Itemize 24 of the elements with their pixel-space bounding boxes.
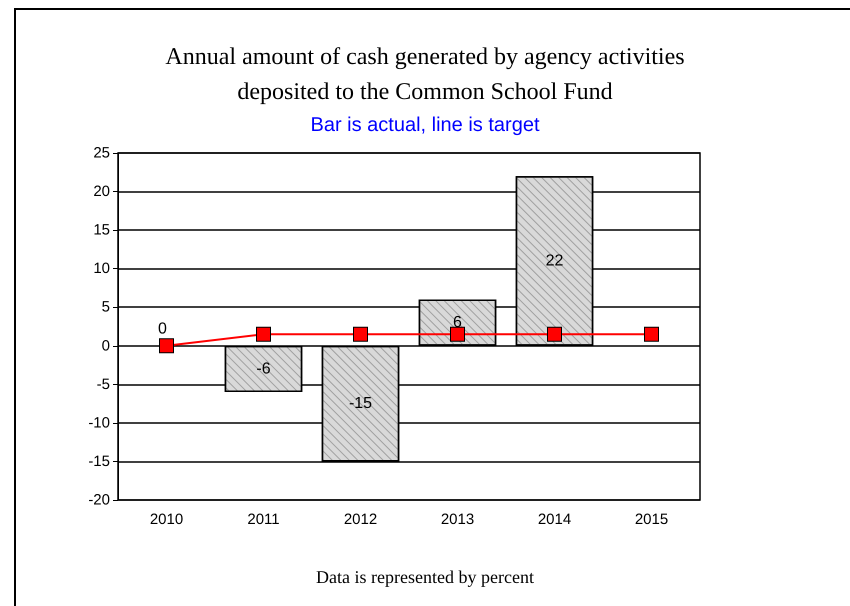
chart-subtitle: Bar is actual, line is target <box>310 114 540 136</box>
data-label: 0 <box>158 320 168 338</box>
y-tick-label: -10 <box>88 414 110 432</box>
text: Data is represented by percent <box>316 567 534 587</box>
data-label: 6 <box>453 314 462 332</box>
x-tick-label: 2013 <box>440 511 474 528</box>
y-tick-label: 20 <box>93 183 110 200</box>
y-tick-label: 15 <box>93 222 110 239</box>
chart-title: Annual amount of cash generated by agency activities deposited to the Common School Fund <box>165 44 685 105</box>
data-label: 22 <box>546 252 564 270</box>
y-tick-label: -5 <box>96 376 110 393</box>
data-label: -6 <box>256 360 271 378</box>
x-tick-label: 2011 <box>247 511 280 528</box>
data-label: -15 <box>348 395 372 412</box>
x-tick-label: 2014 <box>538 511 572 528</box>
y-tick-label: -15 <box>88 452 110 470</box>
y-tick-label: 5 <box>102 298 110 316</box>
x-tick-label: 2010 <box>150 511 184 528</box>
x-tick-label: 2012 <box>344 511 378 528</box>
y-tick-label: 25 <box>93 144 110 162</box>
y-tick-label: 10 <box>93 260 110 278</box>
y-tick-label: 0 <box>102 337 110 354</box>
x-tick-label: 2015 <box>634 511 668 528</box>
y-tick-label: -20 <box>88 492 110 508</box>
